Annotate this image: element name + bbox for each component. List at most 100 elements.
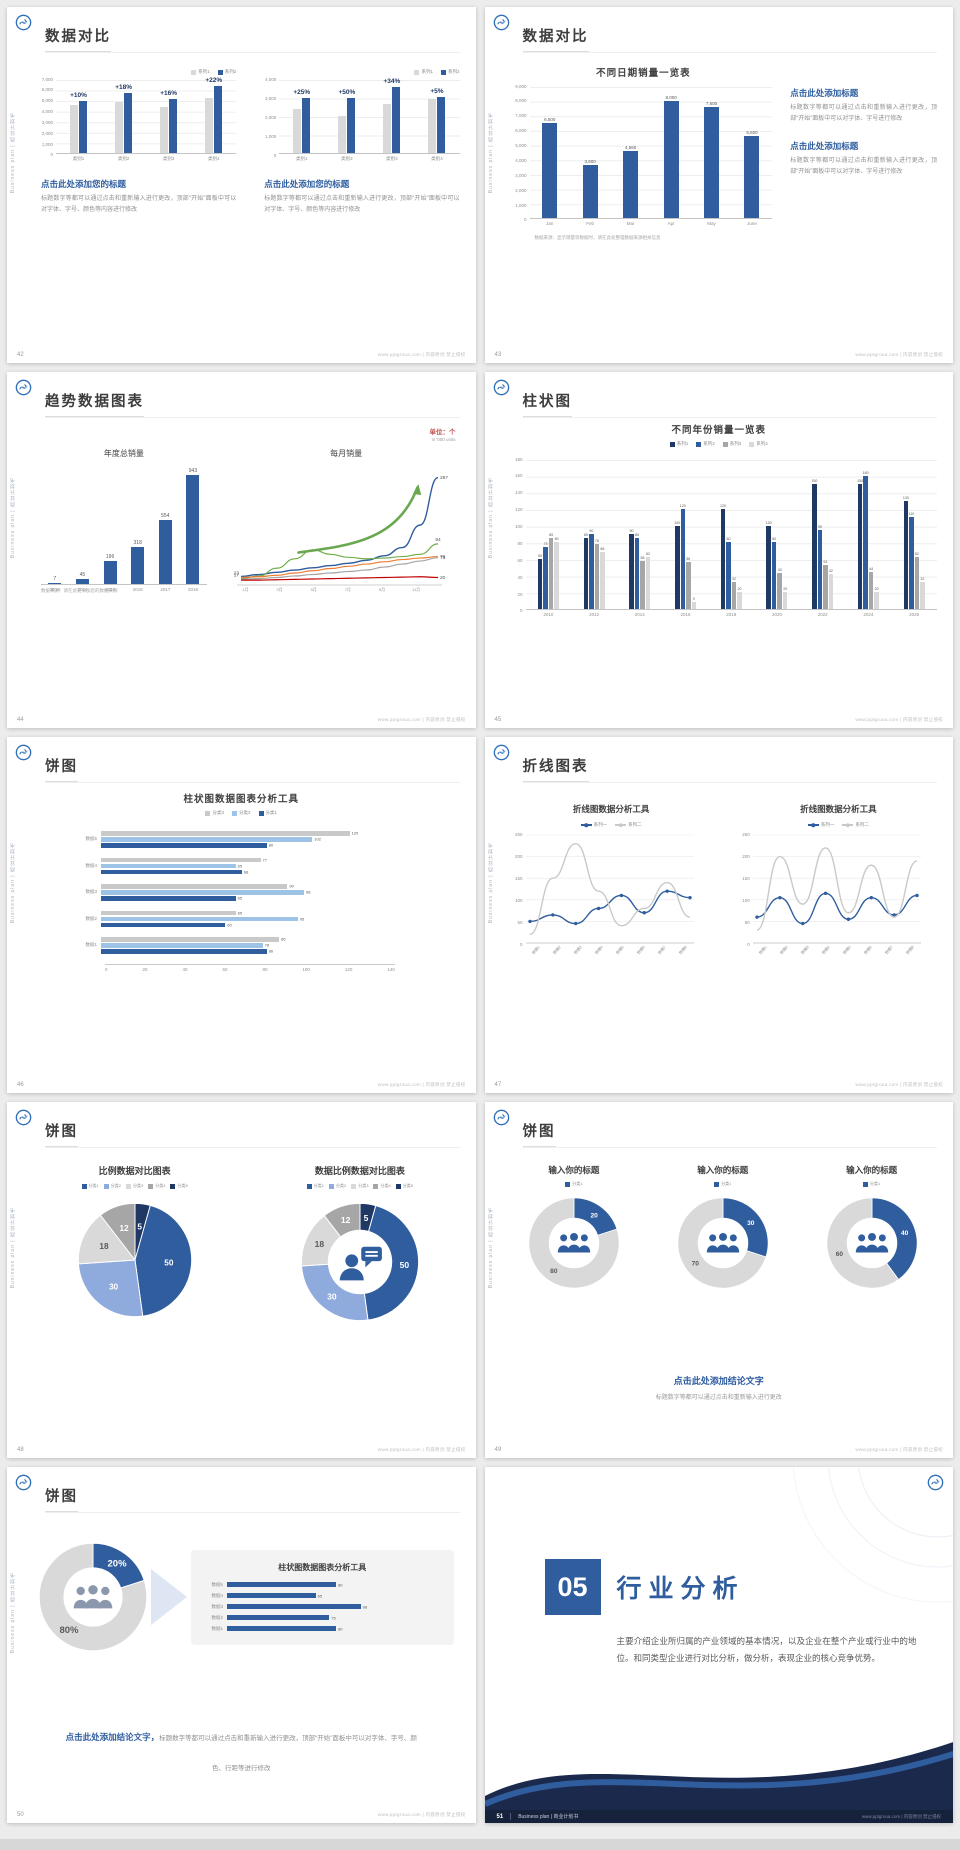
chart-path bbox=[240, 555, 438, 579]
chart-legend: 分类1 bbox=[657, 1181, 788, 1187]
hb-bars: 90 98 65 bbox=[101, 884, 391, 901]
sw bbox=[126, 1183, 131, 1189]
hb-xtick: 0 bbox=[105, 966, 108, 972]
vb-bar: 3,600 bbox=[582, 159, 598, 218]
title-rule bbox=[522, 1147, 937, 1148]
hb-cat: 数据2 bbox=[85, 915, 97, 921]
vb-group: 85 90 78 68 bbox=[583, 529, 605, 609]
slide-50[interactable]: Business plan | 商业计划书 饼图 20% 80% 柱状图数据图表分… bbox=[7, 1467, 476, 1823]
vb-wrap: 250 200 150 100 50 0 数据1 数据2 数据3 数据4 数据5 数据6 数据7 数据8 bbox=[511, 832, 712, 955]
chart-circle bbox=[846, 1217, 897, 1269]
pie-wrap: 20% 80% bbox=[37, 1541, 149, 1653]
slide-44[interactable]: Business plan | 商业计划书 趋势数据图表 单位：个 in '00… bbox=[7, 372, 476, 728]
chart-text: 5 bbox=[137, 1222, 142, 1231]
vb-ytick: 2,000 bbox=[264, 114, 277, 120]
vb-xlabels: Jan Feb Mar Apr May June bbox=[530, 221, 773, 226]
vb-vlabel: 85 bbox=[549, 533, 554, 538]
vb-ytick: 150 bbox=[514, 875, 523, 881]
vb-vlabel: 150 bbox=[811, 479, 818, 483]
vb-vlabel: 943 bbox=[188, 467, 198, 474]
slide-42[interactable]: Business plan | 商业计划书 数据对比 系列1 系列2 7,000 6… bbox=[7, 7, 476, 363]
slide-47[interactable]: Business plan | 商业计划书 折线图表 折线图数据分析工具 系列一… bbox=[484, 737, 953, 1093]
vb-xlabels: 2010 2012 2014 2016 2018 2020 2022 2024 2026 bbox=[526, 612, 938, 617]
vb-ytick: 0 bbox=[519, 608, 523, 614]
vb-ytick: 2,000 bbox=[515, 187, 527, 193]
vb-ytick: 3,000 bbox=[515, 172, 527, 178]
vb-bar bbox=[338, 116, 347, 153]
mini-horizontal-bar-chart: 数据5 80 数据4 65 数据3 98 数据2 75 数据1 80 bbox=[207, 1582, 438, 1632]
vb-group: 4,560 bbox=[623, 145, 639, 218]
chart-text: 30 bbox=[747, 1220, 755, 1227]
chart-path bbox=[240, 476, 439, 578]
vb-xtick: 2024 bbox=[863, 612, 874, 617]
vb-vlabel: 5,600 bbox=[746, 129, 758, 135]
donut-column-3: 输入你的标题 分类1 40 60 bbox=[806, 1164, 937, 1290]
charts-row: 比例数据对比图表 分类1 分类2 分类3 分类4 分类5 5 50 30 18 12 数据比例数… bbox=[41, 1164, 454, 1323]
watermark: www.pptgroua.com | 内容原创 禁止侵权 bbox=[855, 1082, 943, 1087]
vb-xtick: 2015 bbox=[105, 587, 116, 592]
lg-t: 分类2 bbox=[238, 810, 251, 815]
ln-xtick bbox=[391, 587, 408, 593]
sw bbox=[217, 69, 223, 75]
logo-svg bbox=[493, 744, 509, 761]
vb-vlabel: 100 bbox=[765, 520, 772, 525]
slide-49[interactable]: Business plan | 商业计划书 饼图 输入你的标题 分类1 20 80… bbox=[484, 1102, 953, 1458]
ln-xtick: 数据4 bbox=[821, 945, 831, 956]
slide-45[interactable]: Business plan | 商业计划书 柱状图 不同年份销量一览表 系列1 系… bbox=[484, 372, 953, 728]
slide-46[interactable]: Business plan | 商业计划书 饼图 柱状图数据图表分析工具 分类3… bbox=[7, 737, 476, 1093]
hb-bar: 102 bbox=[101, 837, 321, 842]
vb-xtick: 2017 bbox=[160, 587, 171, 592]
chart-title: 年度总销量 bbox=[103, 449, 144, 458]
brand-logo-icon bbox=[493, 14, 510, 31]
vb-xtick: 类别4 bbox=[431, 156, 443, 161]
vb-glabel: +16% bbox=[160, 90, 178, 98]
vb-vlabel: 196 bbox=[105, 554, 115, 561]
slide-48[interactable]: Business plan | 商业计划书 饼图 比例数据对比图表 分类1 分类2… bbox=[7, 1102, 476, 1458]
chart-circle bbox=[573, 921, 577, 926]
hb-cat: 数据4 bbox=[211, 1592, 223, 1598]
vb-ytick: 2,000 bbox=[41, 130, 53, 136]
ln-xtick: 数据5 bbox=[842, 945, 852, 956]
pie-wrap: 30 70 bbox=[657, 1196, 788, 1290]
vb-ytick: 100 bbox=[514, 524, 523, 529]
chart-title: 不同年份销量一览表 bbox=[671, 425, 766, 436]
vb-bar: 7 bbox=[48, 576, 62, 584]
vb-bar: 943 bbox=[186, 468, 200, 584]
chart-text: 20 bbox=[440, 575, 446, 581]
vb-vlabel: 68 bbox=[600, 547, 605, 552]
hb-row: 数据1 86 78 80 bbox=[77, 937, 434, 954]
chart-legend: 分类1 bbox=[806, 1181, 937, 1187]
slide-51[interactable]: 05 行业分析 主要介绍企业所归属的产业领域的基本情况，以及企业在整个产业或行业… bbox=[484, 1467, 953, 1823]
vb-wrap: 4,000 3,000 2,000 1,000 0 +25% +50% +34% +5% 类别1 类… bbox=[264, 77, 460, 162]
title-rule bbox=[45, 782, 460, 783]
vb-xtick: Apr bbox=[667, 221, 675, 226]
vb-vlabel: 9 bbox=[692, 596, 695, 601]
vb-bar: 62 bbox=[914, 552, 920, 609]
unit-label: 单位：个 in '000 units bbox=[430, 426, 456, 442]
vb-vlabel: 62 bbox=[914, 552, 919, 557]
slide-title: 趋势数据图表 bbox=[45, 390, 144, 417]
hb-bars: 65 bbox=[227, 1593, 377, 1598]
bar-chart-annual-sales: 7 45 196 318 554 943 2013 2014 2015 2016 2017 2018 bbox=[41, 468, 207, 592]
slide-side-text: Business plan | 商业计划书 bbox=[10, 1207, 16, 1289]
slide-43[interactable]: Business plan | 商业计划书 数据对比 不同日期销量一览表 9,0… bbox=[484, 7, 953, 363]
chart-text: 20% bbox=[107, 1559, 127, 1570]
hb-val: 86 bbox=[281, 936, 286, 942]
lg-item: 分类2 bbox=[329, 1183, 346, 1189]
vb-group: +34% bbox=[383, 78, 401, 153]
lg-item: 分类3 bbox=[351, 1183, 368, 1189]
chart-canvas: 40 60 bbox=[826, 1197, 918, 1289]
vb-bar bbox=[293, 108, 302, 153]
hb-val: 95 bbox=[299, 916, 305, 922]
vb-bar bbox=[79, 100, 88, 153]
lg-item: 系列2 bbox=[217, 69, 236, 75]
bar-chart-comparison-2: 4,000 3,000 2,000 1,000 0 +25% +50% +34% +5% 类别1 类… bbox=[264, 77, 460, 162]
vb-xlabels: 类别1 类别2 类别3 类别4 bbox=[279, 156, 459, 162]
hb-bar: 86 bbox=[101, 937, 286, 942]
slide-title: 饼图 bbox=[45, 755, 78, 782]
title-rule bbox=[45, 1512, 460, 1513]
lg-item: 系列2 bbox=[440, 69, 460, 75]
chart-canvas: 20% 80% bbox=[38, 1542, 148, 1652]
footer-divider bbox=[510, 1813, 512, 1820]
chart-text: 12 bbox=[341, 1215, 351, 1225]
